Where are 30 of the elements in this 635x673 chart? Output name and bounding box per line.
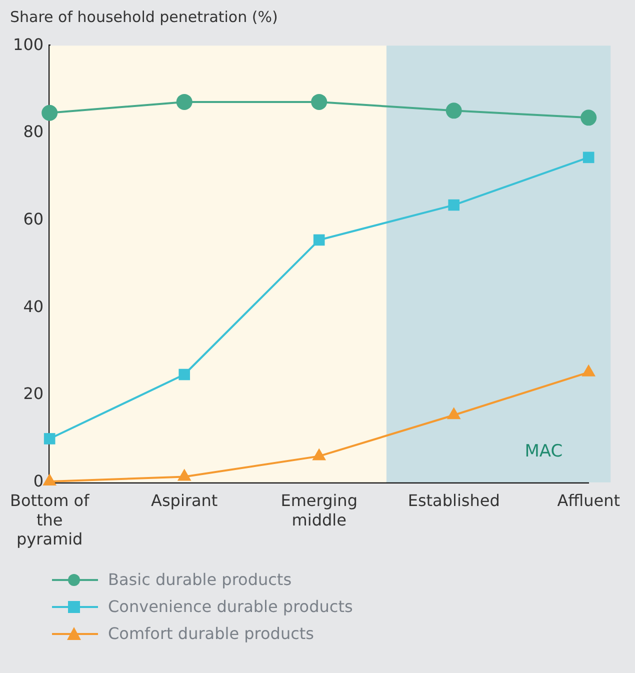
- point: [446, 407, 461, 420]
- legend-label: Basic durable products: [108, 570, 292, 589]
- band-label: MAC: [524, 441, 563, 462]
- x-tick-label: Bottom of the pyramid: [10, 491, 90, 549]
- x-tick-label: Aspirant: [151, 491, 218, 510]
- legend-label: Comfort durable products: [108, 624, 314, 643]
- x-tick-label: Established: [408, 491, 500, 510]
- y-tick-label: 20: [23, 384, 44, 404]
- point: [446, 102, 462, 119]
- y-tick-label: 40: [23, 296, 44, 316]
- point: [42, 104, 58, 121]
- legend-label: Convenience durable products: [108, 597, 353, 616]
- point: [178, 368, 190, 380]
- y-axis-title: Share of household penetration (%): [10, 8, 279, 28]
- point: [42, 474, 57, 486]
- point: [176, 94, 192, 110]
- point: [313, 234, 325, 246]
- y-tick-label: 100: [13, 34, 44, 54]
- x-tick-label: Affluent: [557, 491, 620, 510]
- point: [311, 94, 328, 110]
- x-tick-label: Emerging middle: [280, 491, 358, 530]
- point: [177, 468, 192, 481]
- point: [582, 364, 596, 376]
- point: [580, 110, 597, 126]
- point: [448, 199, 460, 211]
- point: [312, 448, 326, 460]
- y-tick-label: 80: [23, 122, 44, 142]
- point: [582, 152, 594, 164]
- y-tick-label: 0: [33, 472, 44, 491]
- y-tick-label: 60: [23, 209, 44, 228]
